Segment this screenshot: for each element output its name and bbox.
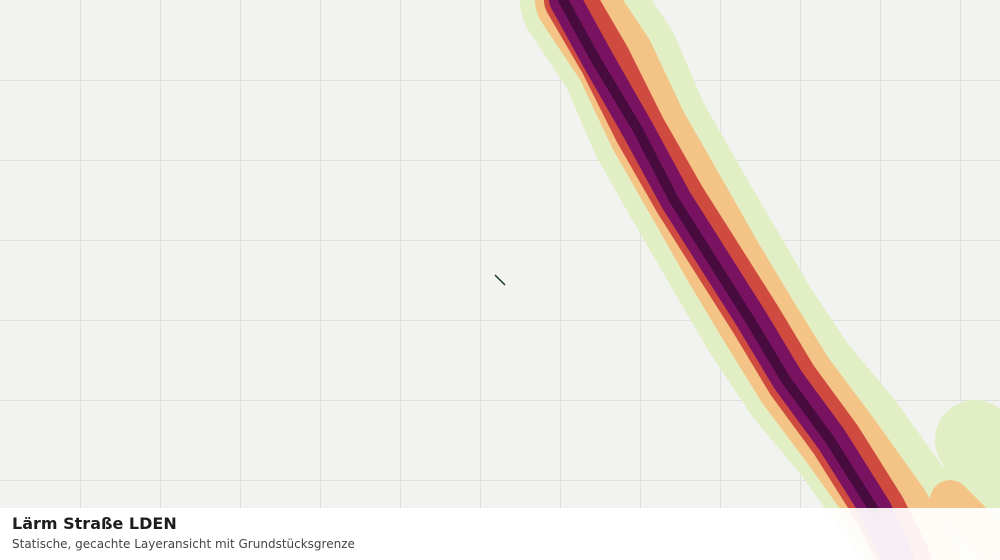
legend-panel: Lärm Straße LDEN Statische, gecachte Lay… bbox=[0, 508, 1000, 560]
parcel-boundary bbox=[494, 274, 506, 286]
layer-subtitle: Statische, gecachte Layeransicht mit Gru… bbox=[12, 537, 355, 551]
layer-title: Lärm Straße LDEN bbox=[12, 514, 177, 533]
